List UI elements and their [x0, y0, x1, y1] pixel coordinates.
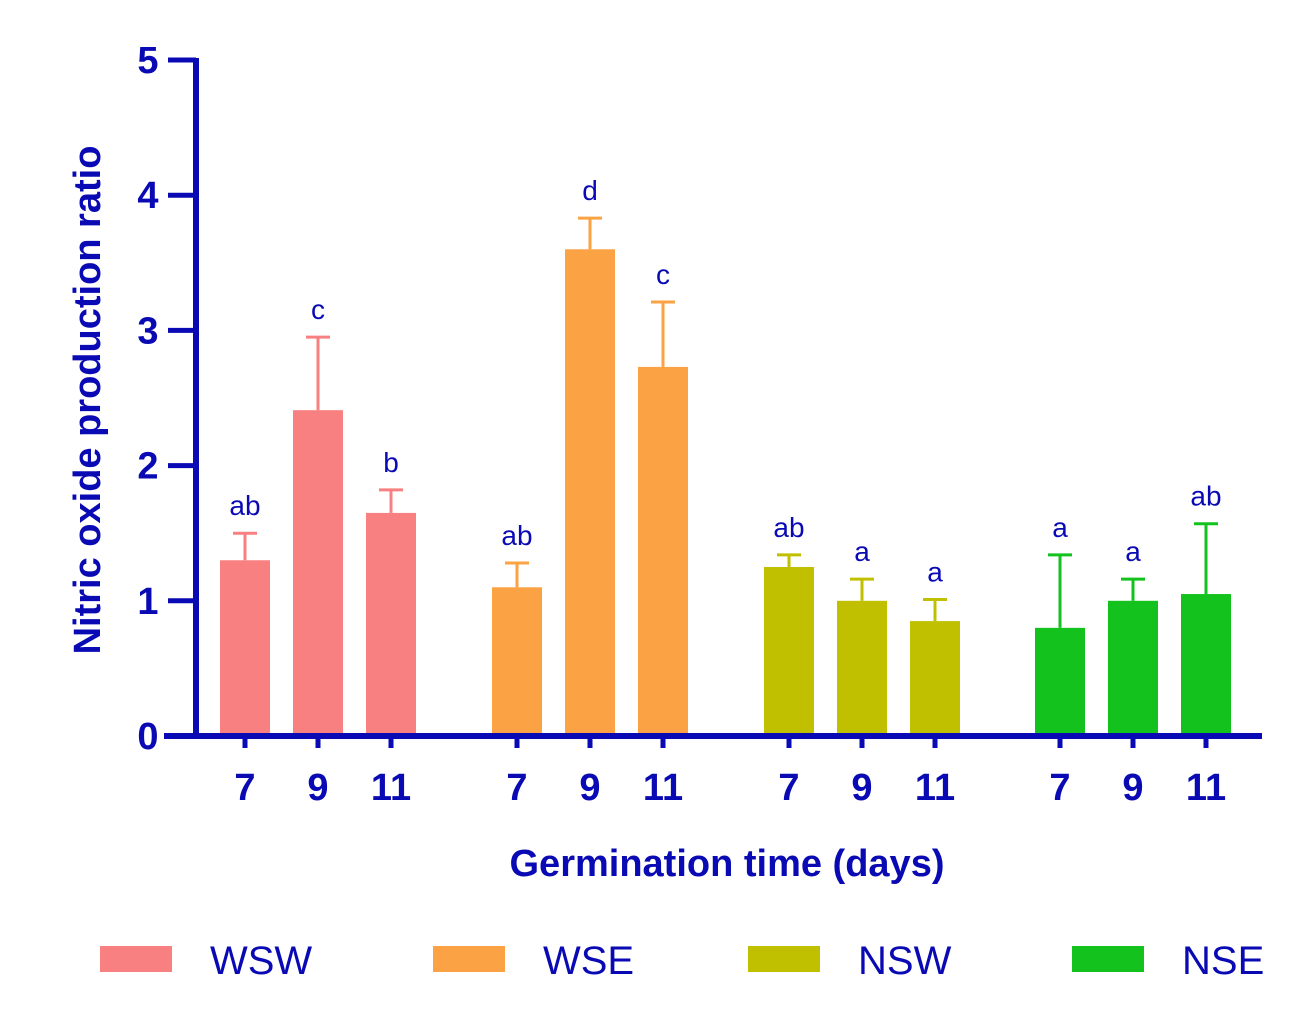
sig-letter-nse-day-9: a — [1125, 536, 1141, 567]
legend-swatch-nse — [1072, 946, 1144, 972]
bar-wse-day-11 — [638, 366, 688, 736]
bars-layer: ab c b ab d c ab a a a a ab — [220, 175, 1231, 736]
bar-wsw-day-11 — [366, 512, 416, 736]
sig-letter-nse-day-11: ab — [1190, 481, 1221, 512]
y-tick-label-5: 5 — [137, 40, 158, 82]
legend: WSW WSE NSW NSE — [100, 939, 1264, 983]
x-tick-label-nsw-day-11: 11 — [915, 767, 955, 809]
y-tick-label-2: 2 — [137, 446, 158, 488]
sig-letter-nsw-day-11: a — [927, 556, 943, 587]
sig-letter-nse-day-7: a — [1052, 512, 1068, 543]
legend-swatch-nsw — [748, 946, 820, 972]
bar-nse-day-9 — [1108, 600, 1158, 736]
bar-wse-day-9 — [565, 249, 615, 736]
legend-label-nsw: NSW — [858, 939, 952, 983]
x-tick-label-nsw-day-7: 7 — [778, 767, 799, 809]
legend-label-wse: WSE — [543, 939, 634, 983]
bar-wsw-day-9 — [293, 410, 343, 736]
legend-swatch-wse — [433, 946, 505, 972]
bar-nse-day-7 — [1035, 627, 1085, 736]
sig-letter-nsw-day-9: a — [854, 536, 870, 567]
bar-nsw-day-11 — [910, 621, 960, 736]
x-tick-label-nse-day-7: 7 — [1049, 767, 1070, 809]
x-axis-title: Germination time (days) — [510, 843, 945, 885]
x-tick-label-wsw-day-7: 7 — [234, 767, 255, 809]
bar-wsw-day-7 — [220, 560, 270, 736]
sig-letter-wsw-day-9: c — [311, 294, 325, 325]
bar-nsw-day-9 — [837, 600, 887, 736]
legend-swatch-wsw — [100, 946, 172, 972]
bar-wse-day-7 — [492, 587, 542, 736]
x-tick-label-wse-day-9: 9 — [579, 767, 600, 809]
y-tick-label-3: 3 — [137, 310, 158, 352]
legend-label-nse: NSE — [1182, 939, 1264, 983]
sig-letter-wse-day-11: c — [656, 259, 670, 290]
y-axis-title: Nitric oxide production ratio — [67, 146, 109, 655]
sig-letter-wse-day-7: ab — [501, 520, 532, 551]
bar-nsw-day-7 — [764, 567, 814, 736]
sig-letter-wsw-day-11: b — [383, 447, 399, 478]
x-tick-label-wsw-day-11: 11 — [371, 767, 411, 809]
x-tick-label-nse-day-9: 9 — [1122, 767, 1143, 809]
x-tick-label-wse-day-11: 11 — [643, 767, 683, 809]
x-tick-label-nse-day-11: 11 — [1186, 767, 1226, 809]
y-tick-label-4: 4 — [137, 175, 158, 217]
y-tick-label-0: 0 — [137, 716, 158, 758]
axes-layer: 7 9 11 7 9 11 7 9 11 7 9 11 0 1 2 3 4 5 — [137, 40, 1262, 809]
x-tick-label-wse-day-7: 7 — [506, 767, 527, 809]
legend-label-wsw: WSW — [210, 939, 312, 983]
x-tick-label-nsw-day-9: 9 — [851, 767, 872, 809]
sig-letter-wse-day-9: d — [582, 175, 598, 206]
x-tick-label-wsw-day-9: 9 — [307, 767, 328, 809]
y-tick-label-1: 1 — [137, 581, 158, 623]
sig-letter-nsw-day-7: ab — [773, 512, 804, 543]
bar-nse-day-11 — [1181, 594, 1231, 736]
sig-letter-wsw-day-7: ab — [229, 490, 260, 521]
